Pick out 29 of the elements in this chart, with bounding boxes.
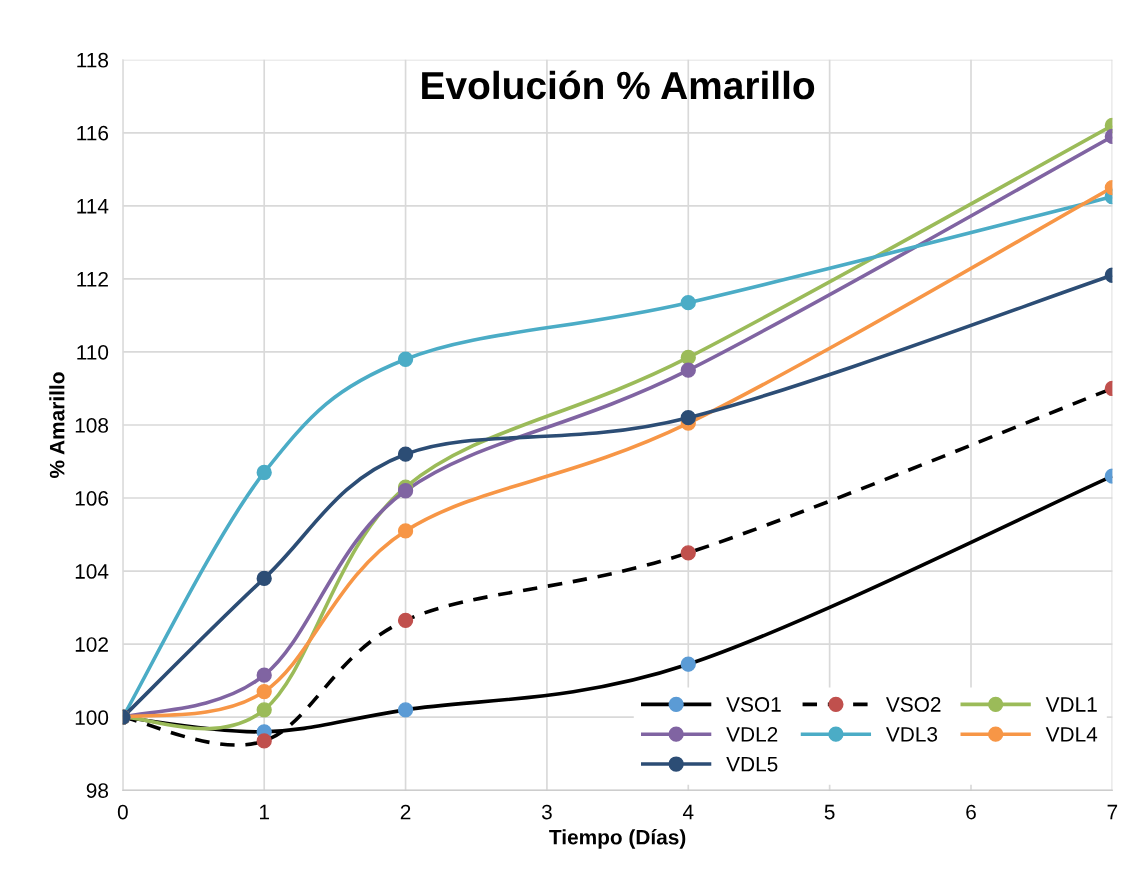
y-tick-label: 116 [77,125,109,141]
x-tick-label: 0 [117,804,128,820]
y-axis-title: % Amarillo [49,372,65,478]
y-tick-label: 110 [77,344,109,360]
y-tick-label: 98 [86,783,109,798]
chart-title: Evolución % Amarillo [422,70,815,100]
legend-label: VDL5 [726,756,778,772]
legend-label: VDL4 [1045,727,1098,742]
x-tick-label: 1 [260,804,269,820]
y-tick-label: 106 [75,491,109,506]
x-tick-label: 3 [541,804,552,820]
legend-label: VDL1 [1045,697,1097,712]
x-tick-label: 2 [400,804,411,820]
legend-label: VSO1 [726,697,781,712]
y-tick-label: 102 [75,637,108,652]
legend-label: VDL3 [885,726,938,742]
x-axis-title: Tiempo (Días) [549,829,686,849]
x-tick-label: 5 [824,804,835,820]
legend-label: VDL2 [726,726,778,742]
y-tick-label: 108 [75,418,109,433]
y-tick-label: 104 [75,564,109,579]
y-tick-label: 100 [75,710,109,725]
x-tick-label: 4 [682,804,694,820]
x-tick-label: 7 [1107,804,1118,820]
legend-label: VSO2 [885,697,941,712]
x-tick-label: 6 [966,804,976,820]
y-tick-label: 112 [77,271,108,287]
y-tick-label: 114 [77,199,109,214]
y-tick-label: 118 [77,52,109,68]
